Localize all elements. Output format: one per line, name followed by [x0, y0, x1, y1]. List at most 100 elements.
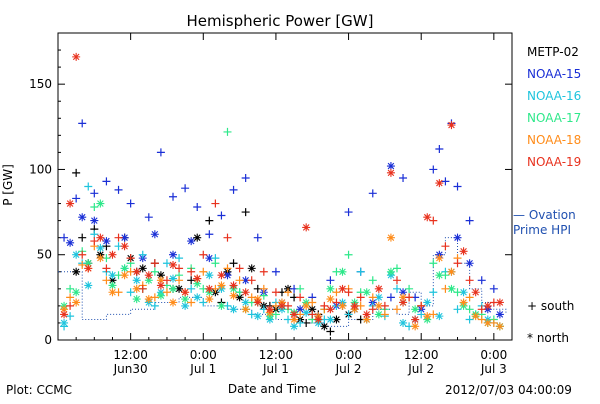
- x-tick-date-1: Jul 1: [189, 362, 216, 376]
- noaa-19-north-point: [314, 315, 323, 324]
- noaa-17-north-point: [386, 267, 395, 276]
- noaa-18-south-point: [223, 264, 232, 273]
- noaa-15-north-point: [187, 237, 196, 246]
- noaa-19-south-point: [320, 301, 329, 310]
- noaa-16-north-point: [108, 271, 117, 280]
- noaa-16-north-point: [302, 308, 311, 317]
- noaa-19-north-point: [132, 267, 141, 276]
- noaa-15-south-point: [72, 194, 81, 203]
- x-tick-time-1: 0:00: [190, 348, 217, 362]
- noaa-15-north-point: [386, 162, 395, 171]
- noaa-19-south-point: [187, 267, 196, 276]
- noaa-19-south-point: [114, 233, 123, 242]
- noaa-15-south-point: [435, 144, 444, 153]
- noaa-17-south-point: [368, 276, 377, 285]
- noaa-19-north-point: [350, 301, 359, 310]
- noaa-16-south-point: [465, 315, 474, 324]
- noaa-19-south-point: [477, 305, 486, 314]
- noaa-19-north-point: [144, 271, 153, 280]
- noaa-19-north-point: [362, 310, 371, 319]
- noaa-17-south-point: [453, 288, 462, 297]
- noaa-17-north-point: [326, 284, 335, 293]
- metp-02-south-point: [241, 208, 250, 217]
- noaa-19-south-point: [90, 237, 99, 246]
- x-tick-time-3: 0:00: [335, 348, 362, 362]
- noaa-16-south-point: [247, 310, 256, 319]
- noaa-17-south-point: [392, 264, 401, 273]
- noaa-16-north-point: [132, 276, 141, 285]
- noaa-18-north-point: [132, 284, 141, 293]
- metp-02-north-point: [247, 264, 256, 273]
- noaa-16-south-point: [84, 182, 93, 191]
- noaa-19-south-point: [368, 305, 377, 314]
- noaa-15-south-point: [465, 216, 474, 225]
- metp-02-south-point: [229, 259, 238, 268]
- noaa-19-north-point: [156, 281, 165, 290]
- noaa-18-south-point: [477, 315, 486, 324]
- noaa-16-south-point: [453, 305, 462, 314]
- metp-02-south-point: [72, 168, 81, 177]
- noaa-19-south-point: [271, 288, 280, 297]
- noaa-16-north-point: [399, 318, 408, 327]
- noaa-19-south-point: [296, 293, 305, 302]
- noaa-15-south-point: [386, 293, 395, 302]
- noaa-18-north-point: [120, 271, 129, 280]
- noaa-15-south-point: [181, 184, 190, 193]
- metp-02-north-point: [138, 264, 147, 273]
- legend-ovation-prime-hpi: — Ovation Prime HPI: [513, 208, 576, 238]
- y-tick-label-0: 0: [44, 333, 52, 347]
- x-tick-date-3: Jul 2: [335, 362, 362, 376]
- noaa-16-north-point: [435, 312, 444, 321]
- noaa-15-south-point: [477, 276, 486, 285]
- noaa-19-south-point: [405, 293, 414, 302]
- noaa-16-south-point: [138, 250, 147, 259]
- noaa-19-north-point: [241, 288, 250, 297]
- noaa-16-north-point: [290, 322, 299, 331]
- noaa-18-north-point: [217, 281, 226, 290]
- noaa-17-south-point: [405, 284, 414, 293]
- noaa-19-north-point: [108, 250, 117, 259]
- noaa-18-south-point: [441, 284, 450, 293]
- noaa-19-south-point: [126, 254, 135, 263]
- noaa-16-south-point: [66, 312, 75, 321]
- noaa-18-north-point: [386, 233, 395, 242]
- noaa-18-north-point: [362, 315, 371, 324]
- noaa-17-north-point: [374, 310, 383, 319]
- noaa-19-north-point: [277, 301, 286, 310]
- noaa-17-north-point: [362, 288, 371, 297]
- noaa-18-south-point: [332, 288, 341, 297]
- noaa-15-south-point: [126, 199, 135, 208]
- noaa-15-south-point: [229, 185, 238, 194]
- noaa-19-south-point: [199, 250, 208, 259]
- legend-ovation-label-line1: — Ovation: [513, 208, 576, 222]
- noaa-19-south-point: [356, 293, 365, 302]
- noaa-15-south-point: [429, 165, 438, 174]
- noaa-15-north-point: [453, 233, 462, 242]
- noaa-16-south-point: [199, 298, 208, 307]
- noaa-18-north-point: [423, 312, 432, 321]
- y-axis-label: P [GW]: [1, 164, 15, 206]
- noaa-16-south-point: [126, 288, 135, 297]
- noaa-15-north-point: [296, 305, 305, 314]
- metp-02-south-point: [187, 276, 196, 285]
- metp-02-north-point: [235, 293, 244, 302]
- noaa-19-north-point: [229, 281, 238, 290]
- noaa-19-north-point: [302, 223, 311, 232]
- metp-02-south-point: [205, 216, 214, 225]
- noaa-15-north-point: [66, 238, 75, 247]
- noaa-19-north-point: [265, 305, 274, 314]
- noaa-17-south-point: [90, 202, 99, 211]
- noaa-18-south-point: [162, 288, 171, 297]
- noaa-18-north-point: [229, 291, 238, 300]
- noaa-16-north-point: [193, 293, 202, 302]
- noaa-18-south-point: [199, 267, 208, 276]
- noaa-16-south-point: [187, 284, 196, 293]
- noaa-16-south-point: [150, 301, 159, 310]
- noaa-18-north-point: [302, 301, 311, 310]
- noaa-19-south-point: [332, 298, 341, 307]
- noaa-15-south-point: [102, 177, 111, 186]
- noaa-19-south-point: [235, 264, 244, 273]
- noaa-19-north-point: [374, 284, 383, 293]
